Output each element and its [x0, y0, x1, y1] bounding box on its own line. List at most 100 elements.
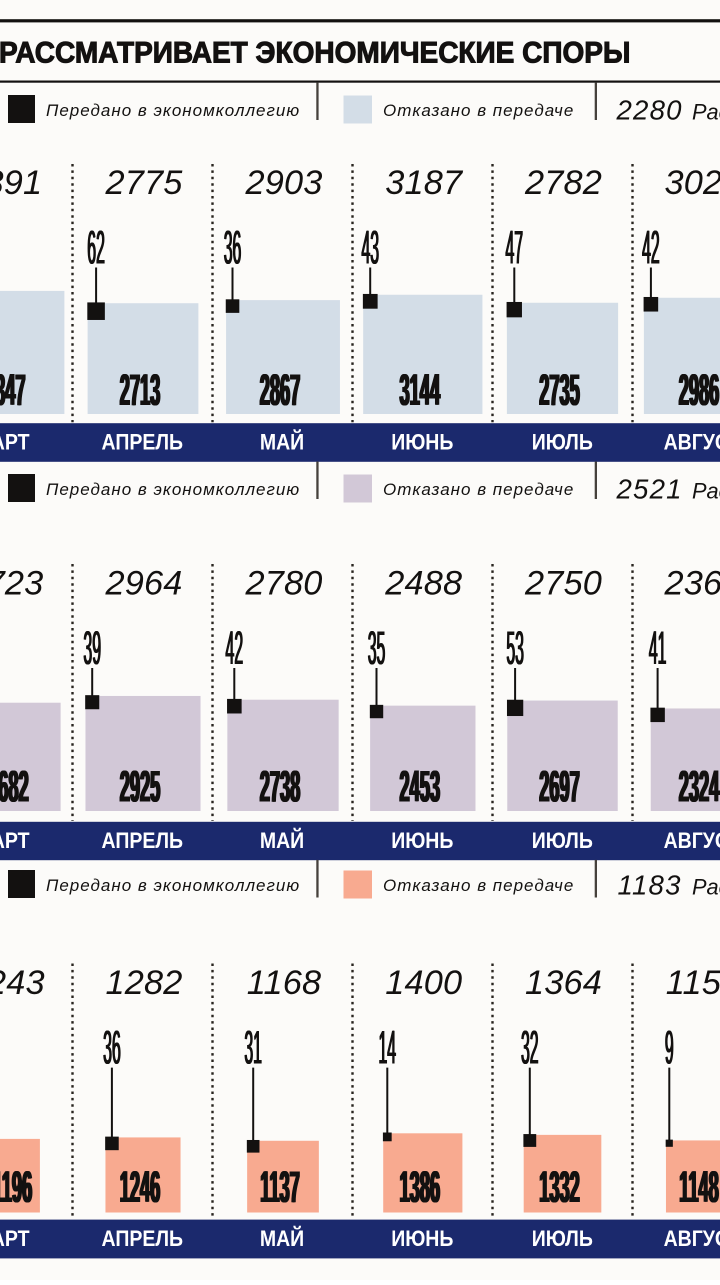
- svg-text:1148: 1148: [680, 1163, 720, 1213]
- svg-text:Передано в экономколлегию: Передано в экономколлегию: [46, 480, 300, 499]
- svg-text:41: 41: [649, 621, 667, 675]
- svg-text:2453: 2453: [399, 762, 440, 812]
- svg-text:39: 39: [83, 621, 101, 675]
- svg-text:9: 9: [664, 1021, 673, 1075]
- svg-text:2453: 2453: [400, 762, 441, 812]
- svg-text:1364: 1364: [525, 964, 602, 1002]
- svg-text:2735: 2735: [538, 366, 579, 416]
- svg-text:1148: 1148: [679, 1163, 719, 1213]
- svg-text:2925: 2925: [120, 762, 161, 812]
- svg-text:2986: 2986: [679, 366, 720, 416]
- svg-text:2521: 2521: [616, 474, 683, 505]
- svg-text:32: 32: [521, 1021, 539, 1075]
- svg-text:2324: 2324: [678, 762, 719, 812]
- svg-text:РАССМАТРИВАЕТ ЭКОНОМИЧЕСКИЕ СП: РАССМАТРИВАЕТ ЭКОНОМИЧЕСКИЕ СПОРЫ: [0, 37, 630, 70]
- svg-text:1246: 1246: [120, 1163, 161, 1213]
- svg-text:3144: 3144: [399, 366, 440, 416]
- svg-text:2365: 2365: [663, 565, 720, 603]
- svg-text:3391: 3391: [0, 164, 42, 202]
- svg-text:ИЮЛЬ: ИЮЛЬ: [532, 829, 593, 853]
- svg-text:1246: 1246: [119, 1163, 160, 1213]
- svg-text:53: 53: [506, 621, 524, 675]
- svg-text:3144: 3144: [400, 366, 441, 416]
- svg-text:9: 9: [665, 1021, 674, 1075]
- svg-text:АПРЕЛЬ: АПРЕЛЬ: [102, 431, 184, 455]
- svg-text:1196: 1196: [0, 1163, 33, 1213]
- svg-text:1386: 1386: [400, 1163, 441, 1213]
- svg-text:2964: 2964: [104, 565, 182, 603]
- svg-text:АПРЕЛЬ: АПРЕЛЬ: [102, 1227, 184, 1251]
- svg-text:43: 43: [361, 221, 379, 275]
- svg-text:36: 36: [224, 221, 242, 275]
- svg-text:МАЙ: МАЙ: [260, 429, 304, 454]
- svg-text:Отказано в передаче: Отказано в передаче: [383, 101, 574, 120]
- svg-text:1332: 1332: [539, 1163, 580, 1213]
- svg-text:АВГУСТ: АВГУСТ: [664, 829, 720, 853]
- svg-text:2488: 2488: [384, 565, 462, 603]
- svg-text:ИЮЛЬ: ИЮЛЬ: [532, 1227, 593, 1251]
- svg-text:35: 35: [367, 621, 385, 675]
- svg-text:1168: 1168: [247, 964, 322, 1002]
- svg-text:2697: 2697: [538, 762, 579, 812]
- svg-text:2713: 2713: [121, 366, 162, 416]
- svg-text:АВГУСТ: АВГУСТ: [664, 1227, 720, 1251]
- svg-text:35: 35: [368, 621, 386, 675]
- svg-text:41: 41: [648, 621, 666, 675]
- svg-text:2723: 2723: [0, 565, 43, 603]
- svg-text:42: 42: [642, 221, 660, 275]
- svg-text:42: 42: [226, 621, 244, 675]
- svg-text:2867: 2867: [260, 366, 301, 416]
- svg-text:2280: 2280: [616, 95, 683, 126]
- svg-text:1196: 1196: [0, 1163, 31, 1213]
- svg-text:47: 47: [505, 221, 523, 275]
- svg-text:2735: 2735: [540, 366, 581, 416]
- svg-text:3187: 3187: [385, 164, 464, 202]
- svg-text:31: 31: [245, 1021, 263, 1075]
- svg-text:2738: 2738: [259, 762, 300, 812]
- svg-text:МАРТ: МАРТ: [0, 1227, 30, 1251]
- svg-text:1243: 1243: [0, 964, 45, 1002]
- svg-text:47: 47: [505, 221, 523, 275]
- svg-text:1137: 1137: [261, 1163, 301, 1213]
- svg-text:2782: 2782: [524, 164, 602, 202]
- svg-text:Рассмотрено дел: Рассмотрено дел: [692, 875, 720, 900]
- svg-text:53: 53: [507, 621, 525, 675]
- svg-text:14: 14: [379, 1021, 397, 1075]
- svg-text:2986: 2986: [680, 366, 720, 416]
- svg-text:ИЮНЬ: ИЮНЬ: [391, 829, 453, 853]
- svg-text:2738: 2738: [261, 762, 302, 812]
- svg-text:2780: 2780: [244, 565, 322, 603]
- svg-text:1332: 1332: [538, 1163, 579, 1213]
- svg-text:14: 14: [378, 1021, 396, 1075]
- svg-text:ИЮЛЬ: ИЮЛЬ: [532, 431, 593, 455]
- svg-text:14: 14: [378, 1021, 396, 1075]
- svg-text:3347: 3347: [0, 366, 26, 416]
- svg-text:2986: 2986: [678, 366, 719, 416]
- svg-text:2925: 2925: [119, 762, 160, 812]
- svg-text:31: 31: [244, 1021, 262, 1075]
- svg-text:2324: 2324: [680, 762, 720, 812]
- svg-text:2738: 2738: [260, 762, 301, 812]
- svg-text:62: 62: [88, 221, 106, 275]
- svg-text:МАЙ: МАЙ: [260, 828, 304, 853]
- svg-text:42: 42: [642, 221, 660, 275]
- svg-text:Передано в экономколлегию: Передано в экономколлегию: [46, 876, 300, 895]
- svg-text:АВГУСТ: АВГУСТ: [664, 431, 720, 455]
- svg-text:Передано в экономколлегию: Передано в экономколлегию: [46, 101, 300, 120]
- svg-text:2867: 2867: [259, 366, 300, 416]
- svg-text:36: 36: [104, 1021, 122, 1075]
- svg-text:3347: 3347: [0, 366, 26, 416]
- svg-text:ИЮНЬ: ИЮНЬ: [391, 431, 453, 455]
- svg-text:ИЮНЬ: ИЮНЬ: [391, 1227, 453, 1251]
- svg-text:39: 39: [84, 621, 102, 675]
- svg-text:31: 31: [244, 1021, 262, 1075]
- svg-text:53: 53: [506, 621, 524, 675]
- svg-text:39: 39: [83, 621, 101, 675]
- svg-text:1246: 1246: [121, 1163, 162, 1213]
- svg-text:43: 43: [361, 221, 379, 275]
- svg-text:36: 36: [103, 1021, 121, 1075]
- svg-text:2750: 2750: [524, 565, 602, 603]
- svg-text:32: 32: [522, 1021, 540, 1075]
- svg-text:36: 36: [224, 221, 242, 275]
